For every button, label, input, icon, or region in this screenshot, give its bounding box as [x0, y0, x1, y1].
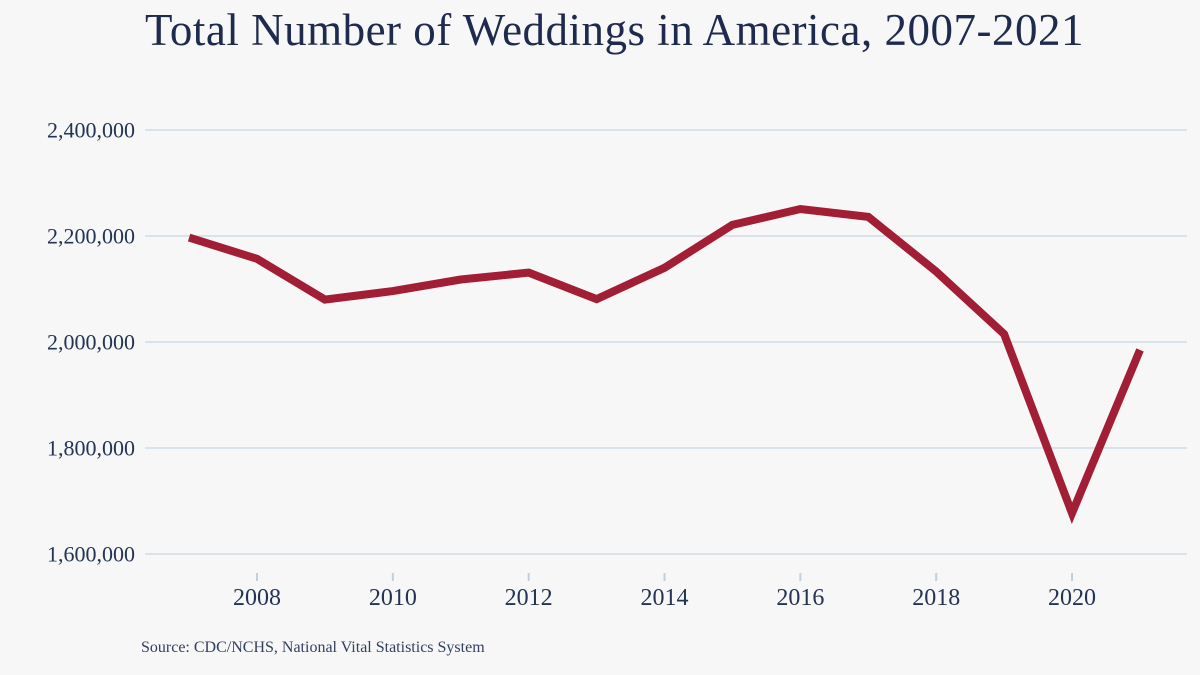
x-axis-tick-label: 2012	[505, 585, 553, 611]
weddings-data-line	[187, 204, 1144, 525]
source-note: Source: CDC/NCHS, National Vital Statist…	[141, 639, 485, 656]
x-axis-tick-label: 2010	[369, 585, 417, 611]
x-axis-tick-label: 2020	[1048, 585, 1096, 611]
x-axis-tick-label: 2018	[912, 585, 960, 611]
y-axis-tick-label: 2,200,000	[47, 224, 135, 249]
x-axis-tick-label: 2008	[233, 585, 281, 611]
y-axis-tick-label: 1,600,000	[47, 542, 135, 567]
y-axis-tick-label: 2,000,000	[47, 330, 135, 355]
x-axis-tick-label: 2014	[641, 585, 689, 611]
chart-title: Total Number of Weddings in America, 200…	[145, 5, 1084, 55]
y-axis-tick-label: 2,400,000	[47, 118, 135, 143]
y-axis-tick-label: 1,800,000	[47, 436, 135, 461]
x-axis-tick-label: 2016	[776, 585, 824, 611]
